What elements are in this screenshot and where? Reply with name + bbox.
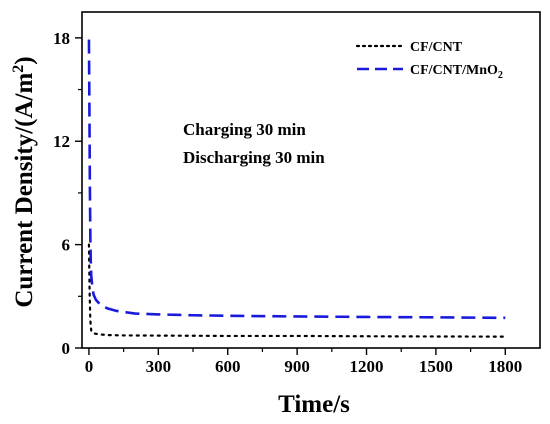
legend-label-cf-cnt: CF/CNT <box>410 40 463 55</box>
x-tick-label-600: 600 <box>215 357 241 376</box>
y-axis-title: Current Density/(A/m2) <box>10 56 38 307</box>
y-tick-label-6: 6 <box>62 236 71 255</box>
x-tick-label-0: 0 <box>85 357 94 376</box>
y-axis-title-close: ) <box>11 56 38 64</box>
y-axis-title-main: Current Density/(A/m <box>11 73 38 308</box>
annotation-discharging: Discharging 30 min <box>183 148 325 167</box>
annotation-charging: Charging 30 min <box>183 120 306 139</box>
tick-labels: 0 300 600 900 1200 1500 1800 0 6 12 18 <box>53 29 522 376</box>
legend-label-cf-cnt-mno2: CF/CNT/MnO2 <box>410 63 503 81</box>
x-tick-label-300: 300 <box>146 357 172 376</box>
x-tick-label-1800: 1800 <box>488 357 522 376</box>
series-line-cf-cnt <box>87 243 507 338</box>
plot-frame <box>81 11 541 349</box>
legend-label-cf-cnt-mno2-sub: 2 <box>498 70 503 81</box>
x-tick-label-1200: 1200 <box>350 357 384 376</box>
y-tick-label-18: 18 <box>53 29 70 48</box>
series-line-cf-cnt-mno2 <box>87 39 506 320</box>
y-tick-label-0: 0 <box>62 339 71 358</box>
x-axis-title: Time/s <box>278 391 350 418</box>
y-axis-title-sup: 2 <box>10 65 27 73</box>
x-tick-label-900: 900 <box>284 357 310 376</box>
series-lines <box>87 39 507 338</box>
x-tick-label-1500: 1500 <box>419 357 453 376</box>
axis-ticks <box>75 37 507 355</box>
legend-label-cf-cnt-mno2-main: CF/CNT/MnO <box>410 63 498 78</box>
legend: CF/CNT CF/CNT/MnO2 <box>355 40 503 81</box>
y-tick-label-12: 12 <box>53 132 70 151</box>
